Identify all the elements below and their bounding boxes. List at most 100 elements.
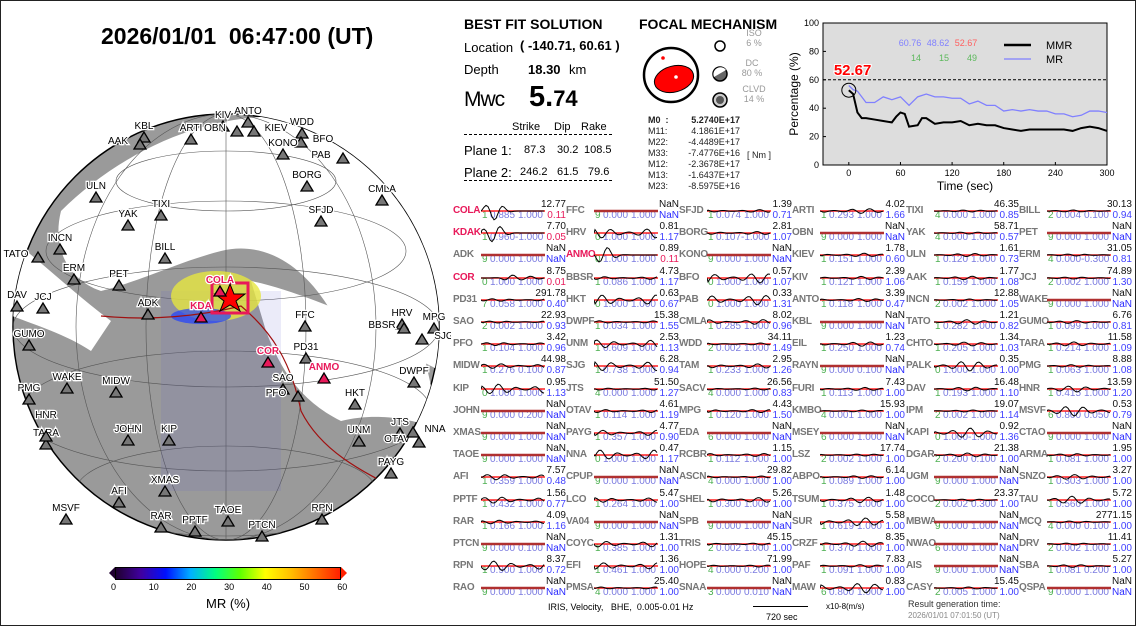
station-trace[interactable]: RPN 8.37 1 0.900 1.000 0.72 [453,555,566,577]
station-trace[interactable]: KIP 0.95 0 1.000 1.000 1.13 [453,377,566,400]
station-trace[interactable]: DGAR 21.38 2 0.200 0.100 1.00 [906,444,1019,466]
map-station[interactable]: KIV [214,109,233,132]
station-trace[interactable]: NWAO NaN 6 0.000 1.000 NaN [906,533,1019,555]
station-trace[interactable]: TSUM 1.48 1 0.375 1.000 1.00 [792,488,905,511]
station-trace[interactable]: AAK 1.77 1 0.159 1.000 1.08 [906,266,1019,289]
map-station[interactable]: JOHN [113,423,143,446]
station-trace[interactable]: ULN 1.61 1 0.120 1.000 0.73 [906,244,1019,266]
map-station[interactable]: COLA [205,274,235,297]
station-trace[interactable]: SNAA NaN 3 0.000 0.010 NaN [679,577,792,599]
map-station[interactable]: PD31 [292,341,320,364]
map-station[interactable]: ADK [136,297,160,320]
station-trace[interactable]: TIXI 46.35 4 0.000 1.000 0.85 [906,200,1019,222]
station-trace[interactable]: SNZO 3.27 1 0.303 1.000 1.00 [1019,466,1132,488]
map-station[interactable]: BORG [291,169,323,192]
station-trace[interactable]: ABPO 6.14 1 0.089 1.000 1.00 [792,466,905,488]
station-trace[interactable]: COCO 23.37 2 0.002 0.300 1.00 [906,488,1019,511]
map-station[interactable]: KIP [160,423,179,446]
station-trace[interactable]: RAR 4.09 1 0.166 1.000 1.16 [453,510,566,533]
station-trace[interactable]: WAKE NaN 9 0.000 1.000 NaN [1019,288,1132,311]
station-trace[interactable]: FURI 7.43 1 0.113 1.000 1.00 [792,377,905,400]
map-station[interactable]: TATO [2,248,46,263]
map-station[interactable]: MSVF [51,502,81,525]
station-trace[interactable]: PAYG 4.77 1 0.357 1.000 0.90 [566,422,679,444]
station-trace[interactable]: HKT 0.63 0 1.000 1.000 0.67 [566,288,679,311]
station-trace[interactable]: SBA 5.27 1 0.081 0.200 1.00 [1019,555,1132,577]
station-trace[interactable]: MPG 4.43 1 0.120 1.000 1.50 [679,399,792,422]
map-station[interactable]: PMG [16,382,42,405]
station-trace[interactable]: HNR 13.59 1 0.415 1.000 1.20 [1019,377,1132,400]
map-station[interactable]: OTAV [383,433,427,448]
station-trace[interactable]: SJG 6.28 1 0.738 1.000 0.94 [566,355,679,377]
station-trace[interactable]: QSPA NaN 9 0.000 1.000 NaN [1019,577,1132,599]
station-trace[interactable]: ERM 31.05 4 0.000 -0.300 0.81 [1019,244,1132,266]
map-station[interactable]: DWPF [398,365,430,388]
map-station[interactable]: FFC [294,309,316,332]
map-station[interactable]: ANTO [233,105,263,128]
station-trace[interactable]: TAOE NaN 9 0.000 1.000 NaN [453,444,566,466]
station-trace[interactable]: UNM 2.53 1 0.609 1.000 1.13 [566,333,679,355]
station-trace[interactable]: LCO 5.47 1 0.264 1.000 1.00 [566,488,679,511]
station-trace[interactable]: TRIS 45.15 2 0.002 1.000 1.00 [679,533,792,555]
map-station[interactable]: CMLA [367,183,397,206]
station-trace[interactable]: PPTF 1.56 1 0.432 1.000 0.77 [453,488,566,511]
station-trace[interactable]: HRV 0.81 0 1.000 1.000 1.17 [566,222,679,244]
station-trace[interactable]: KIV 2.39 1 0.121 1.000 1.06 [792,266,905,289]
map-station[interactable]: YAK [117,208,139,231]
map-station[interactable]: ERM [62,262,86,285]
station-trace[interactable]: LSZ 17.74 2 0.002 1.000 1.00 [792,444,905,466]
station-trace[interactable]: MSEY NaN 6 0.000 1.000 NaN [792,422,905,444]
station-trace[interactable]: BORG 2.81 1 0.107 -1.000 1.07 [679,222,792,244]
map-station[interactable]: KIEV [246,122,289,137]
station-trace[interactable]: CASY 15.45 2 0.005 1.000 1.00 [906,577,1019,599]
station-trace[interactable]: CPUP NaN 9 0.000 1.000 NaN [566,466,679,488]
station-trace[interactable]: KBL NaN 9 0.000 1.000 NaN [792,311,905,333]
station-trace[interactable]: JCJ 74.89 2 0.002 1.000 1.30 [1019,266,1132,289]
station-trace[interactable]: MCQ 2771.15 4 0.000 0.100 1.00 [1019,510,1132,533]
map-station[interactable]: HNR [34,409,58,442]
station-trace[interactable]: KMBO 15.93 4 0.001 1.000 1.00 [792,399,905,422]
map-station[interactable]: ARTI [178,122,204,145]
station-trace[interactable]: MBWA NaN 9 0.000 1.000 NaN [906,510,1019,533]
station-trace[interactable]: ARMA 1.95 1 0.081 1.000 1.00 [1019,444,1132,466]
map-station[interactable]: UNM [346,424,372,447]
station-trace[interactable]: COLA 12.77 1 0.885 1.000 0.11 [453,200,566,222]
map-station[interactable]: XMAS [150,474,181,497]
map-station[interactable]: NNA [405,423,447,438]
station-trace[interactable]: RAO NaN 9 0.000 1.000 NaN [453,577,566,599]
station-trace[interactable]: CTAO NaN 9 0.000 1.000 NaN [1019,422,1132,444]
station-trace[interactable]: TATO 1.21 1 0.282 1.000 0.82 [906,311,1019,333]
station-trace[interactable]: SFJD 1.39 1 0.074 1.000 0.71 [679,200,792,222]
map-station[interactable]: TIXI [151,198,171,221]
station-trace[interactable]: MAW 0.83 6 0.800 1.000 1.00 [792,577,905,599]
map-station[interactable]: AAK [107,135,148,150]
station-trace[interactable]: ANMO 0.89 0 1.000 1.000 0.11 [566,244,679,266]
station-trace[interactable]: SAO 22.93 2 0.002 1.000 0.93 [453,311,566,333]
station-trace[interactable]: OTAV 4.61 1 0.114 1.000 1.19 [566,399,679,422]
map-station[interactable]: COR [256,345,281,368]
station-trace[interactable]: PTCN NaN 9 0.000 0.100 NaN [453,533,566,555]
station-trace[interactable]: AIS NaN 9 0.000 1.000 NaN [906,555,1019,577]
station-trace[interactable]: RAYN NaN 9 0.000 0.100 NaN [792,355,905,377]
station-trace[interactable]: DRV 11.41 2 0.002 1.000 1.00 [1019,533,1132,555]
station-trace[interactable]: EIL 1.23 1 0.250 1.000 0.74 [792,333,905,355]
station-trace[interactable]: PD31 291.78 7 0.058 1.000 0.40 [453,288,566,311]
station-trace[interactable]: COYC 1.31 1 0.385 1.000 1.00 [566,533,679,555]
map-station[interactable]: WDD [289,116,315,139]
map-station[interactable]: PFO [264,387,306,402]
station-trace[interactable]: PMSA 25.40 4 0.000 1.000 1.00 [566,577,679,599]
station-trace[interactable]: SHEL 5.26 1 0.300 1.000 1.00 [679,488,792,511]
map-station[interactable]: AFI [110,485,128,508]
map-station[interactable]: PET [108,268,130,291]
station-trace[interactable]: KDAK 7.70 1 0.960 -1.000 0.05 [453,222,566,244]
station-trace[interactable]: PALK 0.35 0 1.000 1.000 1.00 [906,355,1019,377]
station-trace[interactable]: RCBR 1.15 1 0.112 1.000 1.00 [679,444,792,466]
map-station[interactable]: RAR [149,510,173,533]
map-station[interactable]: PAB [310,149,351,164]
map-station[interactable]: SFJD [307,204,335,227]
station-trace[interactable]: SPB NaN 9 0.000 1.000 NaN [679,510,792,533]
map-station[interactable]: KONO [267,137,299,160]
station-trace[interactable]: MSVF 0.53 6 0.800 0.050 0.79 [1019,399,1132,422]
map-station[interactable]: PAYG [377,456,406,479]
map-station[interactable]: ANMO [307,361,341,384]
